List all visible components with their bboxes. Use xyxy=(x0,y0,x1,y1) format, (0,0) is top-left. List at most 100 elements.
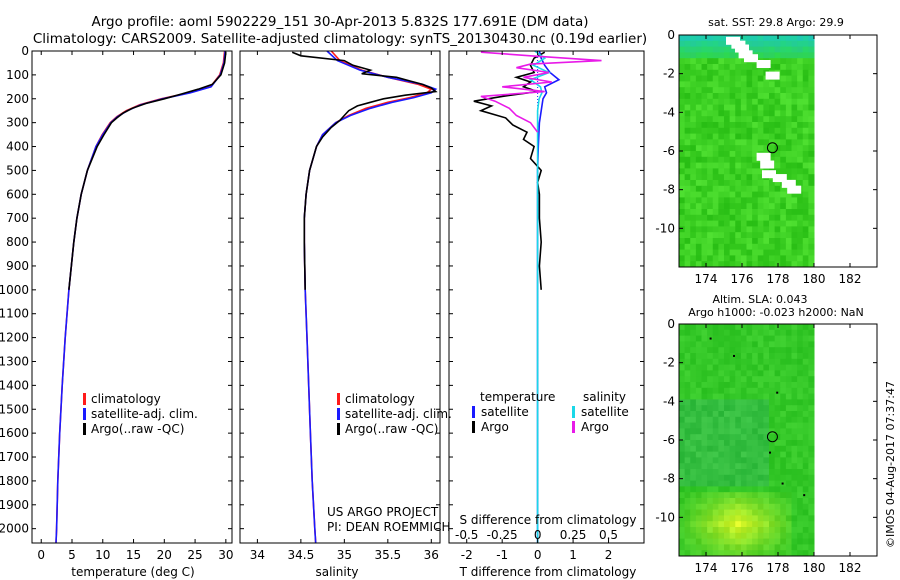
map-cell xyxy=(780,122,787,129)
map-cell xyxy=(712,405,719,412)
map-cell xyxy=(695,434,703,441)
map-cell xyxy=(729,527,736,534)
map-cell xyxy=(785,110,793,117)
map-cell xyxy=(802,335,809,342)
map-cell xyxy=(690,191,697,198)
map-cell xyxy=(780,226,787,233)
map-cell xyxy=(746,469,753,476)
map-cell xyxy=(712,544,719,551)
map-cell xyxy=(802,382,809,389)
x-tick-label: 25 xyxy=(187,548,202,562)
difference-profile-panel: -2 -1 0 1 2-0.5 -0.25 0 0.25 0.5 T difference fr… xyxy=(448,50,645,579)
map-cell xyxy=(707,469,714,476)
map-cell xyxy=(746,393,753,400)
map-cell xyxy=(679,411,686,418)
temperature-plot-frame xyxy=(31,50,233,544)
map-cell xyxy=(752,197,759,204)
map-cell xyxy=(729,370,736,377)
map-cell xyxy=(718,405,725,412)
map-cell xyxy=(774,197,781,204)
map-cell xyxy=(780,64,787,71)
map-cell xyxy=(752,498,759,505)
map-cell xyxy=(808,347,815,354)
map-cell xyxy=(746,116,753,123)
map-cell xyxy=(729,405,736,412)
map-cell xyxy=(695,364,703,371)
map-cell xyxy=(735,116,742,123)
map-cell xyxy=(780,324,787,331)
map-cell xyxy=(679,75,686,82)
map-cell xyxy=(752,69,759,77)
map-cell xyxy=(774,428,781,435)
map-cell xyxy=(791,145,798,152)
x-tick-label: 1 xyxy=(569,548,577,562)
map-cell xyxy=(695,387,703,395)
map-cell xyxy=(797,191,804,198)
map-cell xyxy=(797,492,804,499)
map-cell xyxy=(729,232,736,239)
map-cell xyxy=(774,255,781,262)
map-cell xyxy=(712,492,719,499)
map-cell xyxy=(769,104,776,111)
map-cell xyxy=(746,75,753,82)
map-cell xyxy=(679,139,686,146)
map-cell xyxy=(780,255,787,262)
map-cell xyxy=(712,40,719,48)
map-cell xyxy=(746,480,753,487)
map-cell xyxy=(802,214,809,222)
map-cell xyxy=(791,64,798,71)
map-cell xyxy=(740,393,748,400)
map-cell xyxy=(735,214,742,222)
map-cell xyxy=(712,550,719,557)
map-cell xyxy=(769,422,776,429)
map-cell xyxy=(729,110,736,117)
map-cell xyxy=(780,214,787,222)
map-cell xyxy=(718,370,725,377)
map-cell xyxy=(763,191,770,198)
map-cell xyxy=(780,411,787,418)
map-cell xyxy=(746,133,753,140)
map-cell xyxy=(797,469,804,476)
map-cell xyxy=(763,370,770,377)
map-cell xyxy=(769,538,776,545)
map-cell xyxy=(684,527,691,534)
map-cell xyxy=(684,255,691,262)
map-cell xyxy=(763,197,770,204)
series-line-satellite-adj-clim- xyxy=(55,50,226,544)
map-cell xyxy=(763,116,770,123)
map-cell xyxy=(724,249,731,256)
map-cell xyxy=(729,515,736,522)
map-cell xyxy=(707,174,714,181)
map-cell xyxy=(752,509,759,516)
map-cell xyxy=(769,393,776,400)
map-cell xyxy=(724,353,731,360)
map-cell xyxy=(780,399,787,406)
map-cell xyxy=(684,81,691,88)
map-cell xyxy=(690,238,697,245)
map-cell xyxy=(808,341,815,348)
map-cell xyxy=(752,156,759,164)
map-cell xyxy=(724,133,731,140)
map-cell xyxy=(701,329,708,337)
map-cell xyxy=(712,46,719,53)
map-cell xyxy=(740,98,748,106)
map-cell xyxy=(690,151,697,158)
map-cell xyxy=(729,451,736,458)
map-cell xyxy=(808,538,815,545)
t-difference-axis-label: T difference from climatology xyxy=(459,565,637,579)
map-cell xyxy=(707,98,714,106)
map-cell xyxy=(757,46,764,53)
map-cell xyxy=(690,46,697,53)
map-cell xyxy=(712,387,719,395)
map-cell xyxy=(802,353,809,360)
map-cell xyxy=(701,428,708,435)
map-cell xyxy=(724,498,731,505)
map-cell xyxy=(684,151,691,158)
map-cell xyxy=(791,463,798,470)
map-cell xyxy=(679,64,686,71)
map-cell xyxy=(791,214,798,222)
map-cell xyxy=(718,197,725,204)
s-difference-axis-label: S difference from climatology xyxy=(460,513,637,527)
map-cell xyxy=(763,52,770,59)
map-cell xyxy=(740,329,748,337)
